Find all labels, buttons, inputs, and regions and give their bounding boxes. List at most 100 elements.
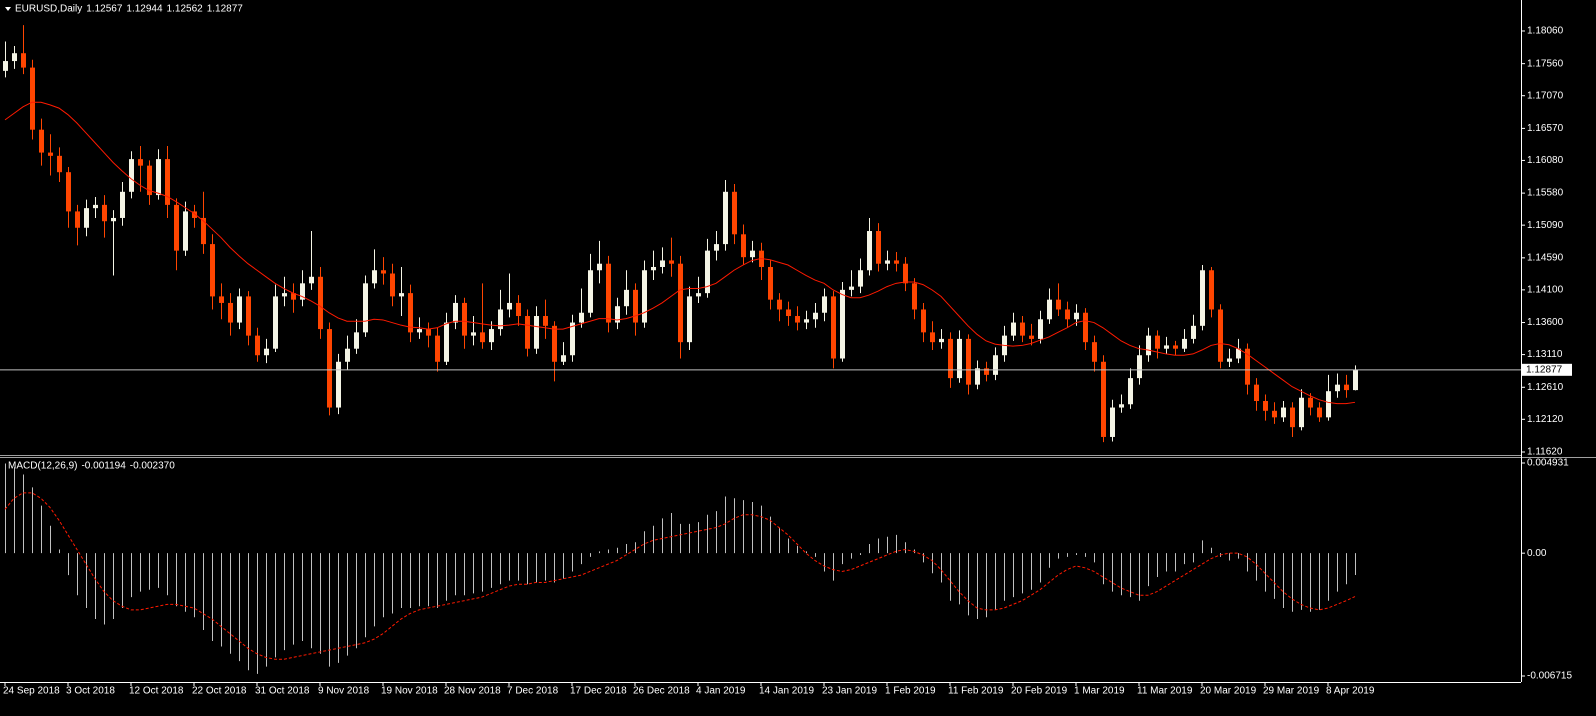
candle-body: [903, 263, 908, 284]
last-price-label: 1.12877: [1526, 364, 1563, 375]
candle-body: [930, 332, 935, 343]
x-tick-label: 28 Nov 2018: [444, 686, 501, 697]
candle-body: [507, 302, 512, 310]
candle-body: [1128, 378, 1133, 405]
candle-body: [975, 368, 980, 385]
y-tick-label: 1.12610: [1527, 382, 1564, 393]
candle-body: [111, 217, 116, 222]
candle-body: [174, 204, 179, 251]
candle-body: [1299, 397, 1304, 428]
candle-body: [867, 231, 872, 271]
candle-body: [1335, 384, 1340, 392]
header-open: 1.12567: [86, 4, 123, 15]
candle-body: [678, 263, 683, 343]
candle-body: [1092, 342, 1097, 362]
candle-body: [1344, 384, 1349, 391]
y-tick-label: 1.15090: [1527, 220, 1564, 231]
macd-y-tick-label: -0.006715: [1527, 671, 1572, 682]
candle-body: [993, 355, 998, 375]
candle-body: [1137, 355, 1142, 379]
candle-body: [48, 152, 53, 156]
candle-body: [1074, 312, 1079, 320]
menu-arrow[interactable]: [5, 7, 11, 11]
x-tick-label: 11 Feb 2019: [948, 686, 1004, 697]
candle-body: [1218, 309, 1223, 362]
y-tick-label: 1.17560: [1527, 58, 1564, 69]
x-tick-label: 11 Mar 2019: [1137, 686, 1193, 697]
candle-body: [291, 293, 296, 300]
candle-body: [885, 260, 890, 264]
candle-body: [417, 329, 422, 333]
candle-body: [516, 302, 521, 317]
candle-body: [966, 338, 971, 385]
candle-body: [741, 234, 746, 258]
candle-body: [408, 293, 413, 333]
candle-body: [1056, 299, 1061, 310]
candle-body: [723, 191, 728, 245]
candle-body: [444, 322, 449, 362]
candle-body: [561, 355, 566, 362]
candle-body: [1290, 407, 1295, 428]
candle-body: [615, 306, 620, 323]
candle-body: [1191, 325, 1196, 339]
x-tick-label: 20 Mar 2019: [1200, 686, 1257, 697]
candle-body: [480, 332, 485, 343]
candle-body: [534, 316, 539, 349]
y-tick-label: 1.18060: [1527, 26, 1564, 37]
candle-body: [147, 165, 152, 196]
x-tick-label: 3 Oct 2018: [66, 686, 115, 697]
x-tick-label: 9 Nov 2018: [318, 686, 370, 697]
header-close: 1.12877: [207, 4, 244, 15]
candle-body: [606, 263, 611, 323]
candle-body: [1272, 410, 1277, 418]
candle-body: [1020, 322, 1025, 336]
candle-body: [642, 270, 647, 323]
macd-current-value: -0.001194: [81, 461, 126, 472]
candle-body: [696, 293, 701, 297]
candle-body: [1281, 407, 1286, 418]
candle-body: [858, 270, 863, 287]
candle-body: [894, 260, 899, 264]
candle-body: [1038, 319, 1043, 339]
candle-body: [12, 53, 17, 62]
candle-body: [543, 316, 548, 326]
candle-body: [1083, 312, 1088, 343]
candle-body: [363, 283, 368, 333]
candle-body: [804, 319, 809, 323]
moving-average-line: [4, 101, 1356, 405]
y-tick-label: 1.14590: [1527, 252, 1564, 263]
candle-body: [912, 283, 917, 310]
candle-body: [390, 273, 395, 297]
candle-body: [714, 244, 719, 251]
candle-body: [102, 204, 107, 222]
candle-body: [372, 270, 377, 284]
x-tick-label: 20 Feb 2019: [1011, 686, 1068, 697]
candle-body: [669, 260, 674, 264]
x-tick-label: 1 Feb 2019: [885, 686, 936, 697]
candle-body: [489, 329, 494, 343]
candle-body: [1245, 348, 1250, 385]
candle-body: [21, 53, 26, 68]
header-low: 1.12562: [167, 4, 204, 15]
candle-body: [381, 270, 386, 274]
candle-body: [318, 276, 323, 330]
candle-body: [939, 338, 944, 343]
candle-body: [156, 159, 161, 196]
x-tick-label: 24 Sep 2018: [3, 686, 60, 697]
candle-body: [732, 191, 737, 235]
candle-body: [129, 159, 134, 192]
candle-body: [795, 316, 800, 323]
y-tick-label: 1.12120: [1527, 414, 1564, 425]
x-tick-label: 29 Mar 2019: [1263, 686, 1320, 697]
x-tick-label: 14 Jan 2019: [759, 686, 814, 697]
y-tick-label: 1.15580: [1527, 188, 1564, 199]
candle-body: [246, 296, 251, 336]
candle-body: [1119, 404, 1124, 408]
candle-body: [498, 309, 503, 330]
candle-body: [120, 191, 125, 218]
candle-body: [1155, 335, 1160, 349]
candle-body: [633, 289, 638, 323]
candle-body: [435, 335, 440, 362]
x-tick-label: 22 Oct 2018: [192, 686, 247, 697]
